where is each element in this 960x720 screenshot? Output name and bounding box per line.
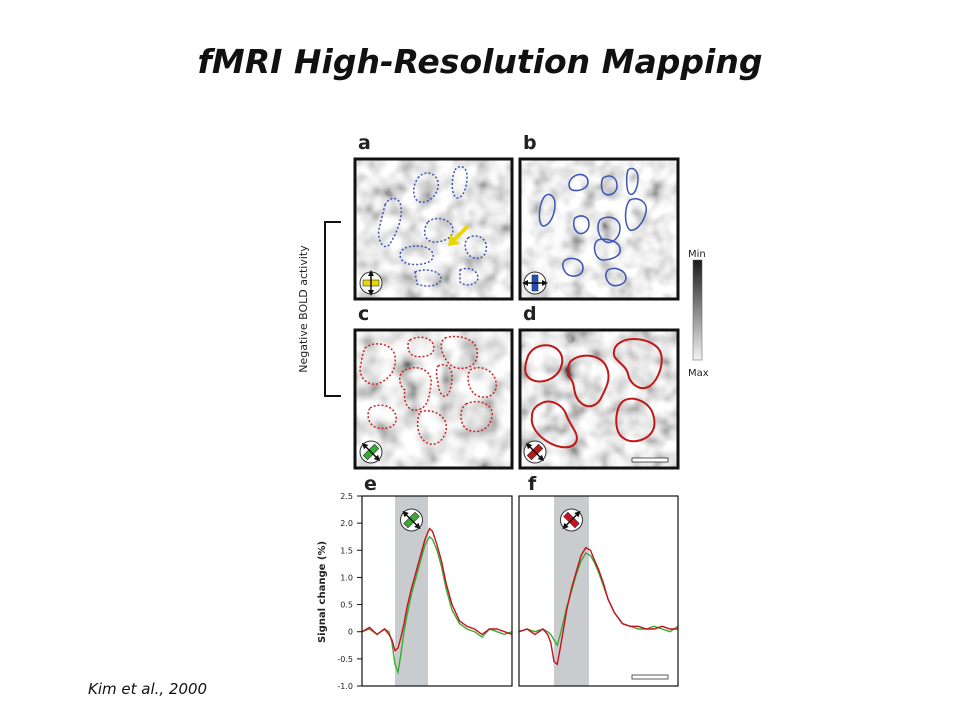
pointer-arrowhead-icon bbox=[448, 234, 460, 246]
panel-letter-e: e bbox=[364, 473, 377, 495]
y-tick-label: 1.5 bbox=[340, 546, 353, 555]
contour-outlines-d bbox=[524, 338, 663, 449]
scale-bar bbox=[631, 457, 669, 463]
line-chart-e bbox=[361, 495, 513, 687]
series-line-f-green bbox=[518, 552, 679, 648]
series-line-f-red bbox=[518, 546, 678, 666]
y-tick-label: -0.5 bbox=[337, 655, 353, 664]
chart-frame-e bbox=[361, 495, 513, 687]
panel-letter-c: c bbox=[358, 303, 369, 325]
panel-letter-f: f bbox=[528, 473, 537, 495]
map-panel-c bbox=[353, 328, 514, 470]
y-tick-label: 2.5 bbox=[340, 492, 353, 501]
orientation-icon-arrow bbox=[562, 510, 581, 530]
colorbar-max-label: Max bbox=[688, 368, 709, 379]
colorbar-min-label: Min bbox=[688, 249, 706, 260]
colorbar: Min Max bbox=[688, 249, 709, 379]
line-chart-f bbox=[518, 495, 679, 687]
bracket: Negative BOLD activity bbox=[297, 221, 341, 397]
y-tick-label: 1.0 bbox=[340, 573, 353, 582]
vertical-orientation-icon bbox=[359, 270, 383, 296]
horizontal-orientation-icon bbox=[522, 271, 548, 295]
diagonal-orientation-icon-d bbox=[523, 440, 547, 464]
series-line-e-red bbox=[361, 527, 513, 652]
contour-outlines-a bbox=[377, 165, 488, 287]
y-tick-label: -1.0 bbox=[337, 682, 353, 691]
panel-letter-a: a bbox=[358, 132, 371, 154]
y-axis-title: Signal change (%) bbox=[317, 541, 328, 643]
y-tick-label: 0.5 bbox=[340, 601, 353, 610]
panel-letter-b: b bbox=[523, 132, 537, 154]
orientation-icon-arrow bbox=[402, 510, 421, 530]
contour-outlines-b bbox=[538, 167, 647, 287]
slide-title: fMRI High-Resolution Mapping bbox=[197, 42, 763, 81]
diagonal-orientation-icon-c bbox=[359, 440, 383, 464]
chart-icon-e bbox=[400, 508, 423, 532]
bracket-label: Negative BOLD activity bbox=[297, 245, 310, 373]
map-panel-a bbox=[353, 157, 514, 301]
y-axis: 2.5 2.0 1.5 1.0 0.5 0 -0.5 -1.0 bbox=[337, 492, 362, 691]
contour-outlines-c bbox=[359, 335, 497, 445]
chart-icon-f bbox=[559, 508, 583, 532]
citation: Kim et al., 2000 bbox=[88, 680, 208, 698]
map-panel-b bbox=[518, 157, 680, 301]
y-tick-label: 0 bbox=[348, 628, 353, 637]
panel-letter-d: d bbox=[523, 303, 537, 325]
series-line-e-green bbox=[361, 535, 513, 676]
map-panel-d bbox=[518, 328, 680, 470]
chart-frame-f bbox=[518, 495, 679, 687]
chart-scale-bar bbox=[631, 674, 669, 680]
y-tick-label: 2.0 bbox=[340, 519, 353, 528]
